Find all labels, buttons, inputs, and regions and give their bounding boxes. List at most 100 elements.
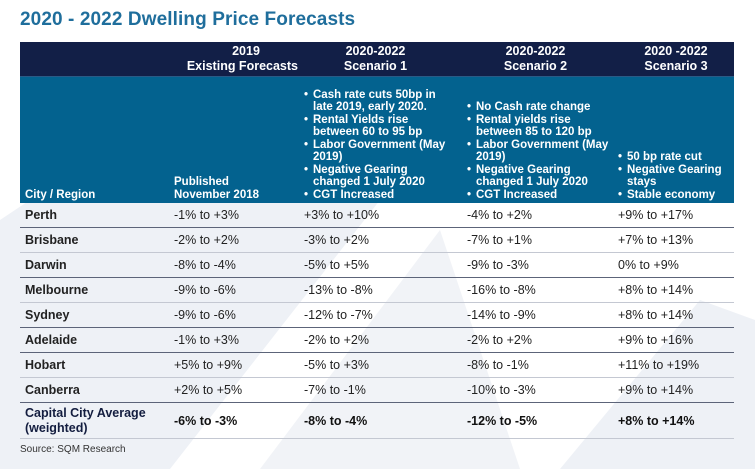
header-scenario2-years: 2020-2022 <box>505 44 566 58</box>
existing-forecast: -9% to -6% <box>174 308 236 322</box>
scenario2-forecast: -8% to -1% <box>467 358 529 372</box>
scenario2-assumptions: No Cash rate change Rental yields rise b… <box>467 101 618 201</box>
scenario2-forecast: -10% to -3% <box>467 383 536 397</box>
city-name: Adelaide <box>25 333 78 347</box>
subheader-cell-city: City / Region <box>20 77 174 203</box>
page-title: 2020 - 2022 Dwelling Price Forecasts <box>20 9 356 30</box>
scenario1-forecast: -13% to -8% <box>304 283 373 297</box>
header-existing-year: 2019 <box>232 44 260 58</box>
scenario1-forecast: -12% to -7% <box>304 308 373 322</box>
scenario1-forecast: -5% to +5% <box>304 258 369 272</box>
existing-forecast: +5% to +9% <box>174 358 243 372</box>
existing-forecast: -9% to -6% <box>174 283 236 297</box>
assumption-item: Negative Gearing changed 1 July 2020 <box>467 164 618 189</box>
scenario3-forecast: +11% to +19% <box>618 358 700 372</box>
assumption-item: Rental yields rise between 85 to 120 bp <box>467 114 618 139</box>
scenario1-forecast: -7% to -1% <box>304 383 366 397</box>
scenario2-forecast: -2% to +2% <box>467 333 532 347</box>
header-cell-existing: 2019 Existing Forecasts <box>174 42 298 76</box>
table-row: Darwin -8% to -4% -5% to +5% -9% to -3% … <box>20 253 734 278</box>
subheader-cell-existing: Published November 2018 <box>174 77 298 203</box>
existing-forecast: -8% to -4% <box>174 258 236 272</box>
table-row: Brisbane -2% to +2% -3% to +2% -7% to +1… <box>20 228 734 253</box>
assumption-item: CGT Increased <box>304 189 453 202</box>
scenario1-forecast: -3% to +2% <box>304 233 369 247</box>
assumption-item: Negative Gearing changed 1 July 2020 <box>304 164 453 189</box>
scenario3-assumptions: 50 bp rate cut Negative Gearing stays St… <box>618 151 734 201</box>
scenario2-forecast: -7% to +1% <box>467 233 532 247</box>
existing-forecast: -1% to +3% <box>174 208 239 222</box>
assumption-item: Negative Gearing stays <box>618 164 734 189</box>
table-row: Perth -1% to +3% +3% to +10% -4% to +2% … <box>20 203 734 228</box>
city-name: Darwin <box>25 258 67 272</box>
city-name: Brisbane <box>25 233 79 247</box>
table-row: Melbourne -9% to -6% -13% to -8% -16% to… <box>20 278 734 303</box>
scenario2-forecast: -16% to -8% <box>467 283 536 297</box>
existing-forecast: -1% to +3% <box>174 333 239 347</box>
city-name: Hobart <box>25 358 66 372</box>
table-row-average: Capital City Average (weighted) -6% to -… <box>20 403 734 439</box>
city-region-label: City / Region <box>25 188 96 201</box>
existing-forecast: -6% to -3% <box>174 413 238 428</box>
table-row: Adelaide -1% to +3% -2% to +2% -2% to +2… <box>20 328 734 353</box>
scenario3-forecast: +8% to +14% <box>618 308 694 322</box>
scenario1-forecast: -8% to -4% <box>304 413 368 428</box>
scenario1-forecast: -2% to +2% <box>304 333 369 347</box>
scenario2-forecast: -12% to -5% <box>467 413 538 428</box>
header-existing-label: Existing Forecasts <box>186 59 298 73</box>
header-cell-city <box>20 42 174 76</box>
scenario3-forecast: +9% to +14% <box>618 383 694 397</box>
average-label: Capital City Average (weighted) <box>20 406 174 436</box>
city-name: Sydney <box>25 308 70 322</box>
assumption-item: Labor Government (May 2019) <box>467 139 618 164</box>
header-cell-scenario2: 2020-2022 Scenario 2 <box>453 42 618 76</box>
assumption-item: No Cash rate change <box>467 101 618 114</box>
table-subheader-row: City / Region Published November 2018 Ca… <box>20 76 734 203</box>
forecast-table: 2019 Existing Forecasts 2020-2022 Scenar… <box>20 42 734 439</box>
assumption-item: Labor Government (May 2019) <box>304 139 453 164</box>
source-note: Source: SQM Research <box>20 444 126 455</box>
city-name: Melbourne <box>25 283 89 297</box>
published-label: Published <box>174 176 229 188</box>
header-cell-scenario1: 2020-2022 Scenario 1 <box>298 42 453 76</box>
header-scenario2-label: Scenario 2 <box>503 59 568 73</box>
header-scenario1-label: Scenario 1 <box>343 59 408 73</box>
scenario3-forecast: 0% to +9% <box>618 258 679 272</box>
subheader-cell-scenario1: Cash rate cuts 50bp in late 2019, early … <box>298 77 453 203</box>
assumption-item: Cash rate cuts 50bp in late 2019, early … <box>304 89 453 114</box>
subheader-cell-scenario3: 50 bp rate cut Negative Gearing stays St… <box>618 77 734 203</box>
scenario2-forecast: -9% to -3% <box>467 258 529 272</box>
header-cell-scenario3: 2020 -2022 Scenario 3 <box>618 42 734 76</box>
existing-forecast: -2% to +2% <box>174 233 239 247</box>
assumption-item: Stable economy <box>618 189 734 202</box>
table-row: Canberra +2% to +5% -7% to -1% -10% to -… <box>20 378 734 403</box>
scenario3-forecast: +8% to +14% <box>618 283 694 297</box>
city-name: Canberra <box>25 383 80 397</box>
scenario3-forecast: +8% to +14% <box>618 413 695 428</box>
scenario1-assumptions: Cash rate cuts 50bp in late 2019, early … <box>304 89 453 202</box>
subheader-cell-scenario2: No Cash rate change Rental yields rise b… <box>453 77 618 203</box>
published-date: November 2018 <box>174 188 260 201</box>
average-label-line2: (weighted) <box>25 420 88 435</box>
header-scenario3-label: Scenario 3 <box>644 59 708 73</box>
scenario3-forecast: +7% to +13% <box>618 233 694 247</box>
scenario3-forecast: +9% to +17% <box>618 208 694 222</box>
table-row: Sydney -9% to -6% -12% to -7% -14% to -9… <box>20 303 734 328</box>
header-scenario1-years: 2020-2022 <box>345 44 406 58</box>
table-body: Perth -1% to +3% +3% to +10% -4% to +2% … <box>20 203 734 439</box>
table-row: Hobart +5% to +9% -5% to +3% -8% to -1% … <box>20 353 734 378</box>
average-label-line1: Capital City Average <box>25 405 146 420</box>
existing-forecast: +2% to +5% <box>174 383 243 397</box>
header-scenario3-years: 2020 -2022 <box>644 44 708 58</box>
scenario3-forecast: +9% to +16% <box>618 333 694 347</box>
scenario1-forecast: -5% to +3% <box>304 358 369 372</box>
assumption-item: CGT Increased <box>467 189 618 202</box>
table-header-row: 2019 Existing Forecasts 2020-2022 Scenar… <box>20 42 734 76</box>
assumption-item: Rental Yields rise between 60 to 95 bp <box>304 114 453 139</box>
scenario2-forecast: -4% to +2% <box>467 208 532 222</box>
city-name: Perth <box>25 208 57 222</box>
scenario1-forecast: +3% to +10% <box>304 208 380 222</box>
scenario2-forecast: -14% to -9% <box>467 308 536 322</box>
assumption-item: 50 bp rate cut <box>618 151 734 164</box>
